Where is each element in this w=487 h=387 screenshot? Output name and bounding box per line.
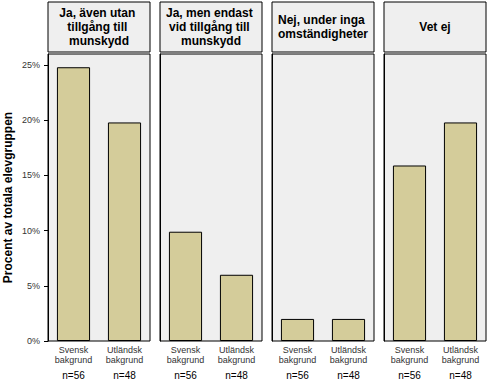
svg-text:n=48: n=48 <box>225 370 248 381</box>
svg-text:Svensk: Svensk <box>283 345 313 355</box>
svg-text:Utländsk: Utländsk <box>219 345 255 355</box>
svg-text:tillgång till: tillgång till <box>67 20 130 34</box>
svg-text:bakgrund: bakgrund <box>330 355 368 365</box>
svg-text:bakgrund: bakgrund <box>442 355 480 365</box>
svg-text:5%: 5% <box>27 281 40 291</box>
svg-text:munskydd: munskydd <box>69 34 129 48</box>
svg-text:Utländsk: Utländsk <box>107 345 143 355</box>
svg-text:n=56: n=56 <box>286 370 309 381</box>
svg-text:n=48: n=48 <box>113 370 136 381</box>
svg-text:25%: 25% <box>22 60 40 70</box>
svg-text:n=48: n=48 <box>449 370 472 381</box>
svg-text:bakgrund: bakgrund <box>167 355 205 365</box>
svg-text:omständigheter: omständigheter <box>278 27 368 41</box>
svg-text:15%: 15% <box>22 170 40 180</box>
svg-text:Utländsk: Utländsk <box>331 345 367 355</box>
svg-text:Vet ej: Vet ej <box>419 20 450 34</box>
svg-text:Svensk: Svensk <box>395 345 425 355</box>
svg-text:bakgrund: bakgrund <box>279 355 317 365</box>
svg-text:bakgrund: bakgrund <box>55 355 93 365</box>
svg-text:20%: 20% <box>22 115 40 125</box>
svg-text:10%: 10% <box>22 226 40 236</box>
svg-text:Svensk: Svensk <box>59 345 89 355</box>
svg-text:Ja, även utan: Ja, även utan <box>59 6 138 20</box>
svg-text:bakgrund: bakgrund <box>218 355 256 365</box>
svg-text:0%: 0% <box>27 336 40 346</box>
svg-text:Utländsk: Utländsk <box>443 345 479 355</box>
svg-text:n=48: n=48 <box>337 370 360 381</box>
svg-text:bakgrund: bakgrund <box>391 355 429 365</box>
svg-text:Nej, under inga: Nej, under inga <box>278 13 368 27</box>
svg-text:munskydd: munskydd <box>181 34 241 48</box>
svg-text:Ja, men endast: Ja, men endast <box>166 6 256 20</box>
svg-text:bakgrund: bakgrund <box>106 355 144 365</box>
svg-text:Svensk: Svensk <box>171 345 201 355</box>
svg-text:n=56: n=56 <box>62 370 85 381</box>
svg-text:n=56: n=56 <box>174 370 197 381</box>
svg-text:n=56: n=56 <box>398 370 421 381</box>
svg-text:Procent av totala elevgruppen: Procent av totala elevgruppen <box>1 112 15 283</box>
svg-text:vid tillgång till: vid tillgång till <box>169 20 253 34</box>
